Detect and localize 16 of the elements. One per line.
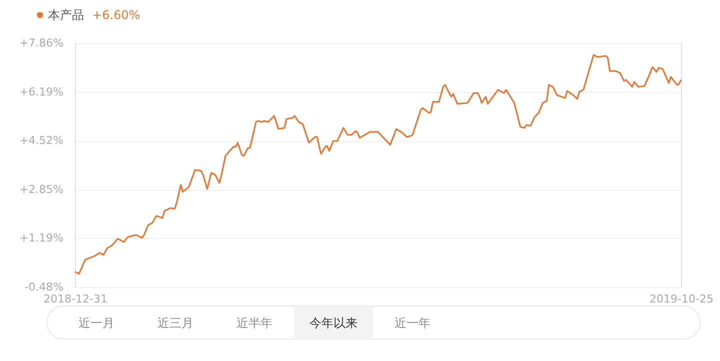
text: 近一年 (394, 316, 430, 330)
text: 近一月 (78, 316, 114, 330)
line-series (74, 54, 682, 275)
text: +6.60% (92, 8, 140, 22)
y-tick-label: +2.85% (19, 183, 64, 196)
y-tick-label: +4.52% (19, 134, 64, 148)
y-tick-label: +6.19% (19, 85, 64, 98)
legend-label: 本产品 (48, 8, 84, 22)
x-tick-label: 2018-12-31 (44, 292, 108, 306)
y-tick-label: +1.19% (19, 232, 64, 245)
y-tick-label: +7.86% (19, 36, 64, 50)
text: 近半年 (236, 316, 272, 330)
y-tick-label: -0.48% (24, 280, 64, 294)
text: 近三月 (158, 316, 194, 330)
x-tick-label: 2019-10-25 (650, 292, 714, 306)
text: 今年以来 (310, 316, 358, 330)
